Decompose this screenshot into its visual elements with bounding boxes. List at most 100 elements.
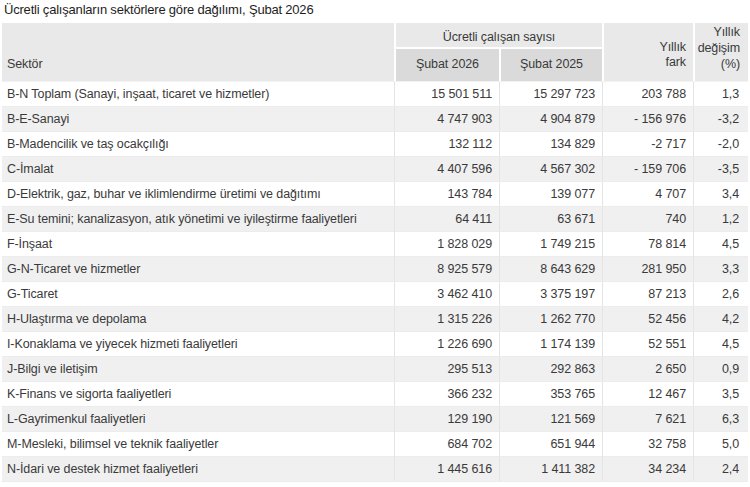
header-annual-change-line2: değişim — [698, 40, 740, 56]
annual-change-cell: 4,5 — [693, 232, 748, 256]
annual-change-cell: 1,3 — [693, 82, 748, 106]
sector-cell: E-Su temini; kanalizasyon, atık yönetimi… — [2, 207, 394, 231]
sector-cell: J-Bilgi ve iletişim — [2, 357, 394, 381]
sector-cell: M-Mesleki, bilimsel ve teknik faaliyetle… — [2, 432, 394, 456]
annual-change-cell: 2,4 — [693, 457, 748, 481]
feb2026-count-cell: 132 112 — [394, 132, 499, 156]
page-title: Ücretli çalışanların sektörlere göre dağ… — [4, 2, 313, 17]
header-annual-diff: Yıllık fark — [602, 23, 693, 81]
annual-diff-cell: 52 456 — [602, 307, 693, 331]
annual-diff-cell: 2 650 — [602, 357, 693, 381]
feb2026-count-cell: 684 702 — [394, 432, 499, 456]
feb2026-count-cell: 15 501 511 — [394, 82, 499, 106]
feb2026-count-cell: 8 925 579 — [394, 257, 499, 281]
feb2025-count-cell: 292 863 — [499, 357, 602, 381]
annual-diff-cell: - 159 706 — [602, 157, 693, 181]
header-annual-change-line3: (%) — [721, 56, 740, 72]
feb2026-count-cell: 4 407 596 — [394, 157, 499, 181]
sector-cell: G-N-Ticaret ve hizmetler — [2, 257, 394, 281]
annual-change-cell: 5,0 — [693, 432, 748, 456]
header-annual-change: Yıllık değişim (%) — [693, 23, 748, 81]
table-row: L-Gayrimenkul faaliyetleri129 190121 569… — [2, 407, 748, 432]
annual-change-cell: 0,9 — [693, 357, 748, 381]
feb2026-count-cell: 64 411 — [394, 207, 499, 231]
feb2026-count-cell: 1 445 616 — [394, 457, 499, 481]
table-row: J-Bilgi ve iletişim295 513292 8632 6500,… — [2, 357, 748, 382]
annual-diff-cell: 203 788 — [602, 82, 693, 106]
sector-cell: N-İdari ve destek hizmet faaliyetleri — [2, 457, 394, 481]
annual-diff-cell: 7 621 — [602, 407, 693, 431]
annual-change-cell: 3,4 — [693, 182, 748, 206]
header-annual-diff-line1: Yıllık — [660, 40, 687, 55]
annual-diff-cell: 34 234 — [602, 457, 693, 481]
feb2025-count-cell: 63 671 — [499, 207, 602, 231]
header-feb-2026: Şubat 2026 — [394, 47, 499, 81]
header-sector: Sektör — [2, 23, 394, 81]
table-row: B-Madencilik ve taş ocakçılığı132 112134… — [2, 132, 748, 157]
feb2025-count-cell: 1 749 215 — [499, 232, 602, 256]
sector-cell: F-İnşaat — [2, 232, 394, 256]
feb2025-count-cell: 1 262 770 — [499, 307, 602, 331]
annual-change-cell: 4,2 — [693, 307, 748, 331]
annual-diff-cell: 78 814 — [602, 232, 693, 256]
annual-change-cell: 6,3 — [693, 407, 748, 431]
table-body: B-N Toplam (Sanayi, inşaat, ticaret ve h… — [2, 81, 748, 482]
feb2025-count-cell: 139 077 — [499, 182, 602, 206]
annual-diff-cell: 4 707 — [602, 182, 693, 206]
feb2026-count-cell: 1 828 029 — [394, 232, 499, 256]
feb2025-count-cell: 4 904 879 — [499, 107, 602, 131]
table-row: B-E-Sanayi4 747 9034 904 879- 156 976-3,… — [2, 107, 748, 132]
feb2026-count-cell: 3 462 410 — [394, 282, 499, 306]
sector-cell: B-N Toplam (Sanayi, inşaat, ticaret ve h… — [2, 82, 394, 106]
feb2026-count-cell: 4 747 903 — [394, 107, 499, 131]
feb2025-count-cell: 353 765 — [499, 382, 602, 406]
feb2026-count-cell: 143 784 — [394, 182, 499, 206]
table-row: C-İmalat4 407 5964 567 302- 159 706-3,5 — [2, 157, 748, 182]
header-annual-diff-line2: fark — [666, 55, 686, 70]
feb2026-count-cell: 1 315 226 — [394, 307, 499, 331]
header-annual-change-line1: Yıllık — [714, 24, 741, 40]
annual-diff-cell: 32 758 — [602, 432, 693, 456]
annual-change-cell: 2,6 — [693, 282, 748, 306]
sector-cell: B-E-Sanayi — [2, 107, 394, 131]
table-row: G-N-Ticaret ve hizmetler8 925 5798 643 6… — [2, 257, 748, 282]
annual-diff-cell: 281 950 — [602, 257, 693, 281]
table-row: B-N Toplam (Sanayi, inşaat, ticaret ve h… — [2, 82, 748, 107]
table-row: M-Mesleki, bilimsel ve teknik faaliyetle… — [2, 432, 748, 457]
table-row: H-Ulaştırma ve depolama1 315 2261 262 77… — [2, 307, 748, 332]
sector-cell: B-Madencilik ve taş ocakçılığı — [2, 132, 394, 156]
feb2025-count-cell: 15 297 723 — [499, 82, 602, 106]
table-row: F-İnşaat1 828 0291 749 21578 8144,5 — [2, 232, 748, 257]
sector-table: Sektör Ücretli çalışan sayısı Şubat 2026… — [2, 23, 748, 482]
feb2026-count-cell: 295 513 — [394, 357, 499, 381]
header-feb-2025: Şubat 2025 — [499, 47, 602, 81]
table-row: K-Finans ve sigorta faaliyetleri366 2323… — [2, 382, 748, 407]
sector-cell: C-İmalat — [2, 157, 394, 181]
feb2025-count-cell: 1 174 139 — [499, 332, 602, 356]
feb2025-count-cell: 651 944 — [499, 432, 602, 456]
feb2025-count-cell: 3 375 197 — [499, 282, 602, 306]
annual-change-cell: -2,0 — [693, 132, 748, 156]
table-header: Sektör Ücretli çalışan sayısı Şubat 2026… — [2, 23, 748, 81]
sector-cell: D-Elektrik, gaz, buhar ve iklimlendirme … — [2, 182, 394, 206]
annual-change-cell: 3,5 — [693, 382, 748, 406]
annual-change-cell: -3,5 — [693, 157, 748, 181]
annual-diff-cell: 52 551 — [602, 332, 693, 356]
table-row: D-Elektrik, gaz, buhar ve iklimlendirme … — [2, 182, 748, 207]
table-row: G-Ticaret3 462 4103 375 19787 2132,6 — [2, 282, 748, 307]
annual-diff-cell: -2 717 — [602, 132, 693, 156]
sector-cell: G-Ticaret — [2, 282, 394, 306]
sector-cell: L-Gayrimenkul faaliyetleri — [2, 407, 394, 431]
sector-cell: I-Konaklama ve yiyecek hizmeti faaliyetl… — [2, 332, 394, 356]
annual-diff-cell: 87 213 — [602, 282, 693, 306]
annual-change-cell: -3,2 — [693, 107, 748, 131]
feb2026-count-cell: 366 232 — [394, 382, 499, 406]
table-row: N-İdari ve destek hizmet faaliyetleri1 4… — [2, 457, 748, 482]
annual-diff-cell: 740 — [602, 207, 693, 231]
annual-diff-cell: - 156 976 — [602, 107, 693, 131]
sector-cell: H-Ulaştırma ve depolama — [2, 307, 394, 331]
feb2025-count-cell: 4 567 302 — [499, 157, 602, 181]
annual-change-cell: 4,5 — [693, 332, 748, 356]
feb2025-count-cell: 134 829 — [499, 132, 602, 156]
header-count-group: Ücretli çalışan sayısı — [394, 23, 602, 47]
